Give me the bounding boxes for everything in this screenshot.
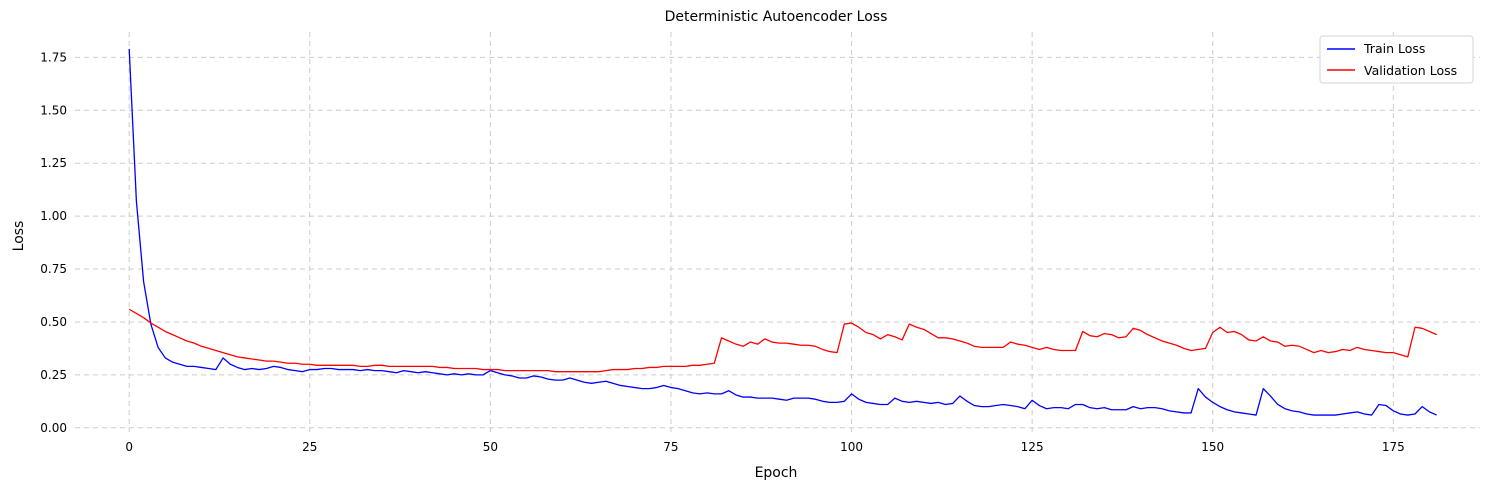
series-line-validation-loss [128,308,1437,373]
x-tick-label: 75 [663,440,678,454]
grid-lines [75,32,1480,432]
y-axis-label: Loss [11,221,27,252]
y-tick-label: 0.75 [40,262,67,276]
chart-title: Deterministic Autoencoder Loss [665,9,888,25]
x-tick-label: 175 [1382,440,1405,454]
legend-box [1319,35,1474,84]
series-lines [128,48,1437,416]
x-axis-ticks: 0 25 50 75 100 125 150 175 [125,440,1404,454]
x-tick-label: 125 [1021,440,1044,454]
y-axis-ticks: 0.00 0.25 0.50 0.75 1.00 1.25 1.50 1.75 [40,50,67,434]
legend-label-validation-loss: Validation Loss [1364,63,1457,78]
legend-label-train-loss: Train Loss [1363,41,1425,56]
x-tick-label: 0 [125,440,133,454]
y-tick-label: 1.00 [40,209,67,223]
legend: Train Loss Validation Loss [1319,35,1474,84]
y-tick-label: 1.75 [40,50,67,64]
x-tick-label: 150 [1201,440,1224,454]
y-tick-label: 1.50 [40,103,67,117]
x-tick-label: 100 [840,440,863,454]
x-tick-label: 50 [483,440,498,454]
x-axis-label: Epoch [755,465,798,481]
x-tick-label: 25 [302,440,317,454]
series-line-train-loss [128,48,1437,416]
y-tick-label: 1.25 [40,156,67,170]
y-tick-label: 0.00 [40,421,67,435]
y-tick-label: 0.25 [40,368,67,382]
y-tick-label: 0.50 [40,315,67,329]
